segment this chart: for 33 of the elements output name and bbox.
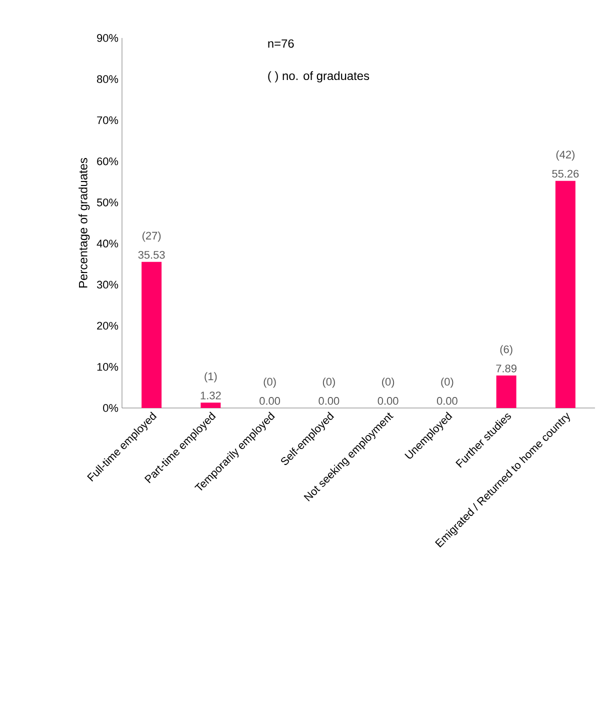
annotation: ( ) no. of graduates — [268, 71, 370, 82]
data-label: 0.00 — [260, 397, 280, 405]
y-axis-title: Percentage of graduates — [78, 158, 90, 288]
y-tick-label: 30% — [96, 280, 118, 289]
data-label: 55.26 — [552, 170, 579, 178]
annotation: (0) — [441, 378, 454, 388]
y-tick-label: 50% — [96, 198, 118, 206]
y-tick-label: 10% — [97, 363, 118, 371]
annotation: (0) — [264, 378, 276, 388]
annotation: (42) — [556, 150, 574, 161]
annotation: (0) — [322, 378, 335, 388]
y-tick-label: 80% — [97, 75, 118, 83]
annotation: (6) — [500, 345, 512, 356]
data-label: 1.32 — [200, 392, 221, 400]
data-label: 35.53 — [138, 250, 165, 259]
bar — [496, 376, 516, 408]
y-tick-label: 90% — [97, 34, 118, 42]
data-label: 0.00 — [318, 397, 340, 405]
y-tick-label: 60% — [97, 157, 118, 166]
data-label: 0.00 — [378, 397, 398, 405]
y-tick-label: 20% — [97, 322, 118, 330]
bar — [142, 262, 162, 408]
data-label: 0.00 — [436, 397, 458, 405]
annotation: (0) — [382, 378, 394, 388]
y-tick-label: 0% — [103, 404, 118, 412]
bar — [555, 180, 576, 408]
y-tick-label: 70% — [97, 116, 118, 124]
annotation: (27) — [142, 232, 161, 242]
annotation: n=76 — [268, 39, 294, 48]
data-label: 7.89 — [496, 364, 516, 372]
annotation: (1) — [204, 372, 217, 382]
y-tick-label: 40% — [96, 240, 118, 248]
bar — [200, 402, 221, 408]
